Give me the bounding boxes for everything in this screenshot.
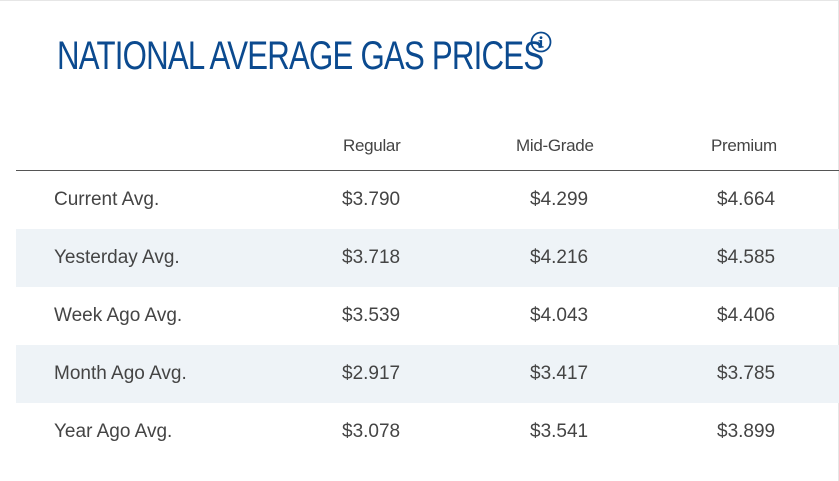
frame-top-border: [0, 0, 839, 1]
mid-grade-price: $3.541: [530, 421, 589, 442]
premium-price: $4.406: [717, 305, 776, 326]
regular-price: $3.718: [342, 247, 401, 268]
mid-grade-price: $4.043: [530, 305, 589, 326]
mid-grade-price: $3.417: [530, 363, 589, 384]
gas-prices-table: Regular Mid-Grade Premium Current Avg. $…: [16, 130, 839, 461]
table-row: Year Ago Avg. $3.078 $3.541 $3.899: [16, 403, 839, 461]
table-row: Week Ago Avg. $3.539 $4.043 $4.406: [16, 287, 839, 345]
mid-grade-price: $4.216: [530, 247, 589, 268]
regular-price: $3.539: [342, 305, 401, 326]
table-row: Month Ago Avg. $2.917 $3.417 $3.785: [16, 345, 839, 403]
row-label: Yesterday Avg.: [54, 247, 180, 268]
table-header-row: Regular Mid-Grade Premium: [16, 130, 839, 171]
info-icon[interactable]: [530, 31, 552, 53]
premium-price: $3.899: [717, 421, 776, 442]
premium-price: $4.585: [717, 247, 776, 268]
column-header-mid-grade: Mid-Grade: [516, 136, 594, 155]
row-label: Month Ago Avg.: [54, 363, 187, 384]
table-row: Current Avg. $3.790 $4.299 $4.664: [16, 171, 839, 229]
column-header-regular: Regular: [343, 136, 401, 155]
premium-price: $4.664: [717, 189, 776, 210]
table-row: Yesterday Avg. $3.718 $4.216 $4.585: [16, 229, 839, 287]
regular-price: $3.078: [342, 421, 401, 442]
row-label: Current Avg.: [54, 189, 160, 210]
row-label: Year Ago Avg.: [54, 421, 173, 442]
premium-price: $3.785: [717, 363, 776, 384]
mid-grade-price: $4.299: [530, 189, 589, 210]
page-title: NATIONAL AVERAGE GAS PRICES: [57, 34, 544, 78]
regular-price: $3.790: [342, 189, 401, 210]
title-row: NATIONAL AVERAGE GAS PRICES: [57, 27, 552, 87]
regular-price: $2.917: [342, 363, 401, 384]
column-header-premium: Premium: [711, 136, 777, 155]
row-label: Week Ago Avg.: [54, 305, 183, 326]
